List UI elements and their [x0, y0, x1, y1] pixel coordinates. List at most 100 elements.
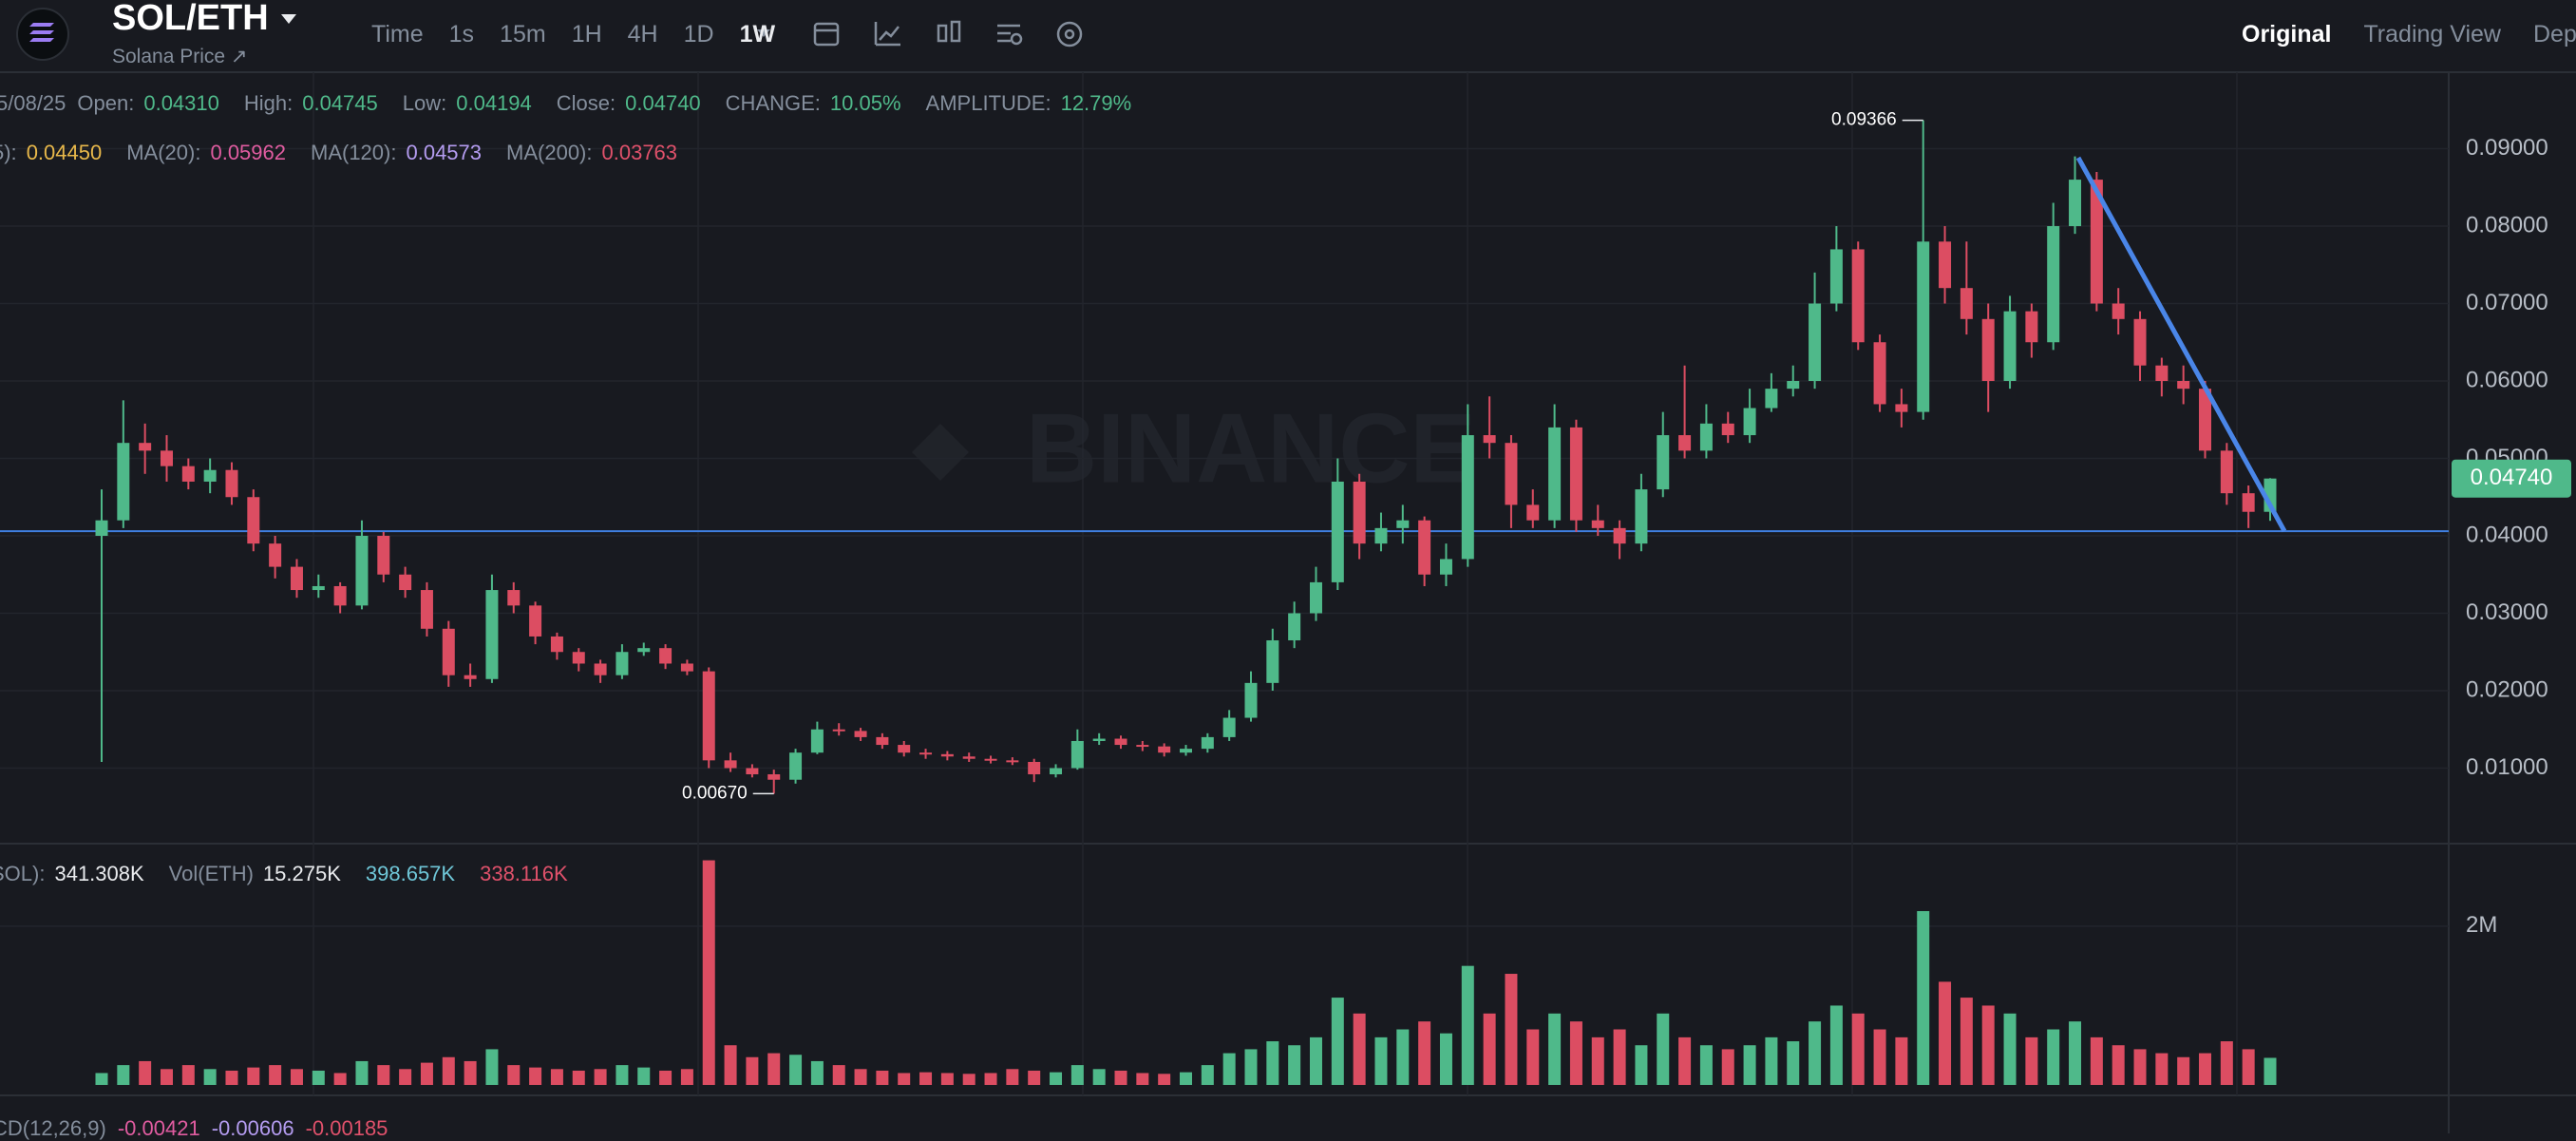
- info-value: 0.04450: [26, 141, 103, 164]
- info-value: 0.04573: [406, 141, 483, 164]
- volume-bar: [724, 1045, 737, 1085]
- candle-body: [247, 497, 260, 544]
- candle-body: [442, 628, 455, 675]
- volume-bar: [247, 1067, 260, 1085]
- volume-bar: [95, 1073, 108, 1085]
- interval-button[interactable]: 4H: [627, 21, 658, 48]
- subtitle[interactable]: Solana Price ↗: [112, 46, 248, 67]
- view-tab[interactable]: Original: [2242, 21, 2332, 48]
- view-tab[interactable]: Trading View: [2363, 21, 2501, 48]
- volume-bar: [1743, 1045, 1756, 1085]
- info-label: Low:: [402, 91, 447, 115]
- y-tick-label: 0.02000: [2466, 676, 2548, 702]
- volume-bar: [919, 1072, 933, 1085]
- volume-bar: [702, 860, 715, 1085]
- trend-line[interactable]: [2075, 156, 2287, 533]
- info-value: -0.00606: [211, 1116, 294, 1140]
- pair[interactable]: SOL/ETH: [112, 0, 269, 38]
- candle-body: [1721, 423, 1734, 436]
- volume-bar: [181, 1065, 195, 1085]
- volume-bar: [2177, 1056, 2190, 1085]
- candles: [95, 120, 2277, 794]
- macd-info: CD(12,26,9) -0.00421 -0.00606 -0.00185: [0, 1116, 388, 1141]
- volume-bar: [2090, 1036, 2103, 1085]
- volume-bar: [572, 1070, 585, 1085]
- volume-bar: [898, 1073, 911, 1085]
- view-tab[interactable]: Depth: [2533, 21, 2576, 48]
- volume-bar: [1461, 965, 1474, 1085]
- logo[interactable]: [16, 8, 69, 61]
- volume-bar: [746, 1056, 759, 1085]
- candle-body: [1960, 288, 1973, 319]
- candle-body: [312, 585, 325, 591]
- volume-bar: [1028, 1070, 1041, 1085]
- info-value: 12.79%: [1060, 91, 1132, 115]
- interval-bar: Time 1s 15m 1H 4H 1D 1W: [371, 21, 775, 48]
- info-value: -0.00421: [117, 1116, 200, 1140]
- candle-body: [1201, 736, 1214, 750]
- volume-bar: [529, 1067, 542, 1085]
- volume-bar: [2069, 1021, 2082, 1085]
- last-price-label: 0.04740: [2471, 465, 2553, 490]
- candle-body: [1418, 520, 1431, 575]
- volume-bar: [2112, 1045, 2125, 1085]
- interval-dropdown[interactable]: [757, 29, 770, 37]
- volume-bar: [767, 1053, 781, 1085]
- interval-button[interactable]: 1W: [739, 21, 776, 48]
- volume-bar: [1678, 1036, 1692, 1085]
- candle-body: [95, 520, 108, 536]
- last-price-tag: [2452, 459, 2571, 498]
- volume-bar: [1396, 1029, 1410, 1085]
- candle-body: [1136, 745, 1149, 748]
- volume-bar: [442, 1056, 455, 1085]
- candle-body: [1635, 489, 1648, 544]
- volume-bar: [962, 1074, 975, 1085]
- watermark: BINANCE: [912, 393, 1476, 504]
- interval-button[interactable]: 15m: [500, 21, 546, 48]
- candle-body: [1787, 381, 1800, 390]
- interval-button[interactable]: 1H: [571, 21, 602, 48]
- candle-body: [2133, 318, 2147, 366]
- interval-button[interactable]: Time: [371, 21, 424, 48]
- candle-body: [659, 648, 672, 664]
- candle-body: [1743, 408, 1756, 436]
- info-label: Vol(ETH): [168, 862, 254, 885]
- y-tick-label: 0.06000: [2466, 367, 2548, 392]
- candle-body: [962, 756, 975, 759]
- volume-bar: [1418, 1021, 1431, 1085]
- interval-button[interactable]: 1D: [683, 21, 714, 48]
- volume-bar: [1180, 1072, 1192, 1085]
- candle-body: [789, 752, 803, 780]
- candle-body: [2242, 493, 2255, 512]
- candle-body: [919, 752, 933, 755]
- info-item: 5): 0.04450: [0, 141, 102, 165]
- info-value: 0.04740: [625, 91, 701, 115]
- interval-button[interactable]: 1s: [448, 21, 475, 48]
- candle-body: [181, 466, 195, 482]
- candle-body: [1851, 249, 1865, 343]
- volume-bar: [333, 1073, 347, 1085]
- pair-dropdown[interactable]: [281, 14, 296, 24]
- toolbar-icons[interactable]: [813, 20, 1083, 48]
- volume-bar: [377, 1065, 390, 1085]
- volume-bar: [1635, 1045, 1648, 1085]
- candle-body: [1266, 640, 1279, 683]
- candle-body: [1829, 249, 1843, 304]
- info-item: MA(120): 0.04573: [311, 141, 482, 165]
- volume-bar: [355, 1060, 369, 1085]
- ohlc-info: 5/08/25 Open: 0.04310 High: 0.04745 Low: 0.041…: [0, 91, 1145, 116]
- info-value: 338.116K: [480, 862, 568, 885]
- volume-bar: [940, 1073, 954, 1085]
- volume-bar: [2263, 1057, 2277, 1085]
- candle-body: [1809, 303, 1822, 381]
- volume-bar: [507, 1065, 521, 1085]
- volume-bar: [1439, 1033, 1452, 1085]
- view-tabs: Original Trading View Depth: [2242, 21, 2576, 48]
- info-item: 338.116K: [480, 862, 568, 886]
- volume-bar: [2003, 1013, 2017, 1085]
- y-tick-label: 0.09000: [2466, 135, 2548, 161]
- info-value: 15.275K: [262, 862, 341, 885]
- candle-body: [984, 758, 997, 761]
- candle-body: [203, 469, 217, 482]
